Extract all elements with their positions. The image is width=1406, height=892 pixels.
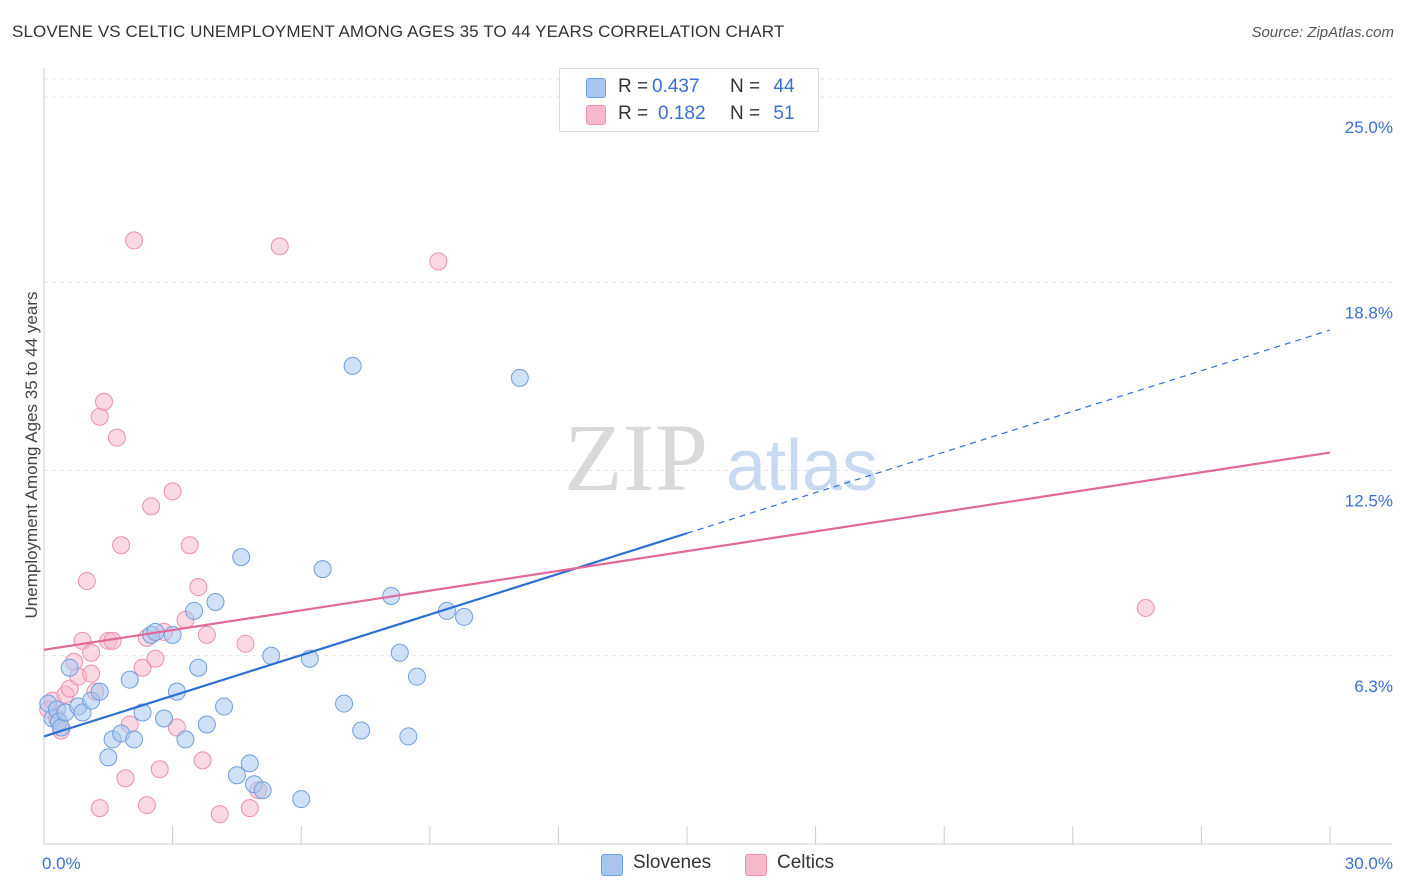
x-tick-label: 0.0%: [42, 854, 81, 873]
celtics-point: [236, 634, 255, 653]
celtics-point: [197, 625, 216, 644]
bottom-legend-swatch-celtics: [745, 854, 767, 876]
slovenes-point: [399, 727, 418, 746]
legend-r-value: 0.182: [658, 103, 706, 124]
celtics-point: [112, 536, 131, 555]
slovenes-point: [407, 667, 426, 686]
celtics-point: [210, 805, 229, 824]
legend-r-label: R =: [618, 76, 649, 97]
gridlines: [44, 78, 1392, 657]
celtics-point: [90, 407, 109, 426]
legend: R = 0.437 N = 44 R = 0.182 N = 51: [559, 68, 819, 132]
slovenes-point: [227, 766, 246, 785]
celtics-point: [77, 572, 96, 591]
watermark-zip: ZIP: [564, 404, 708, 511]
slovenes-point: [240, 754, 259, 773]
celtics-point: [82, 643, 101, 662]
bottom-legend-label-slovenes: Slovenes: [633, 852, 712, 873]
watermark-atlas: atlas: [726, 426, 878, 506]
celtics-point: [137, 796, 156, 815]
celtics-point: [193, 751, 212, 770]
legend-r-label: R =: [618, 103, 649, 124]
slovenes-point: [253, 781, 272, 800]
slovenes-point: [176, 730, 195, 749]
slovenes-trend-extension: [686, 329, 1331, 534]
y-axis-label: Unemployment Among Ages 35 to 44 years: [22, 291, 41, 619]
slovenes-point: [206, 592, 225, 611]
celtics-point: [142, 497, 161, 516]
celtics-point: [240, 799, 259, 818]
slovenes-point: [352, 721, 371, 740]
slovenes-point: [510, 368, 529, 387]
legend-swatch-celtics: [586, 105, 606, 125]
celtics-trend-line: [43, 451, 1331, 651]
slovenes-point: [99, 748, 118, 767]
axes: [43, 68, 1392, 845]
slovenes-point: [313, 560, 332, 579]
celtics-point: [1136, 598, 1155, 617]
celtics-point: [189, 578, 208, 597]
trend-lines: [43, 329, 1331, 738]
slovenes-point: [133, 703, 152, 722]
celtics-point: [95, 392, 114, 411]
legend-r-value: 0.437: [652, 76, 700, 97]
celtics-point: [125, 231, 144, 250]
celtics-point: [146, 649, 165, 668]
slovenes-point: [215, 697, 234, 716]
slovenes-point: [292, 790, 311, 809]
series-celtics-points: [39, 231, 1155, 824]
celtics-point: [82, 664, 101, 683]
celtics-point: [133, 658, 152, 677]
y-tick-label: 6.3%: [1354, 677, 1393, 696]
slovenes-point: [390, 643, 409, 662]
tick-labels: 6.3% 12.5% 18.8% 25.0% 0.0% 30.0%: [42, 118, 1393, 873]
celtics-point: [429, 252, 448, 271]
slovenes-point: [232, 548, 251, 567]
slovenes-point: [125, 730, 144, 749]
slovenes-point: [197, 715, 216, 734]
celtics-point: [116, 769, 135, 788]
slovenes-point: [343, 356, 362, 375]
y-tick-label: 18.8%: [1345, 303, 1393, 322]
slovenes-point: [60, 658, 79, 677]
slovenes-point: [120, 670, 139, 689]
series-slovenes-points: [39, 356, 529, 809]
chart-source: Source: ZipAtlas.com: [1251, 24, 1394, 41]
slovenes-point: [189, 658, 208, 677]
slovenes-point: [335, 694, 354, 713]
slovenes-point: [155, 709, 174, 728]
slovenes-point: [90, 682, 109, 701]
x-tick-label: 30.0%: [1345, 854, 1393, 873]
celtics-point: [163, 482, 182, 501]
slovenes-point: [455, 607, 474, 626]
bottom-legend-label-celtics: Celtics: [777, 852, 835, 873]
y-tick-label: 12.5%: [1345, 492, 1393, 511]
legend-n-value: 44: [773, 76, 795, 97]
legend-n-label: N =: [730, 103, 761, 124]
legend-n-label: N =: [730, 76, 761, 97]
slovenes-point: [185, 601, 204, 620]
celtics-point: [150, 760, 169, 779]
celtics-point: [270, 237, 289, 256]
celtics-point: [107, 428, 126, 447]
legend-n-value: 51: [773, 103, 795, 124]
legend-swatch-slovenes: [586, 78, 606, 98]
chart-title: SLOVENE VS CELTIC UNEMPLOYMENT AMONG AGE…: [12, 22, 785, 41]
watermark: ZIP atlas: [564, 404, 878, 511]
celtics-point: [90, 799, 109, 818]
y-tick-label: 25.0%: [1345, 118, 1393, 137]
bottom-legend-swatch-slovenes: [601, 854, 623, 876]
celtics-point: [180, 536, 199, 555]
